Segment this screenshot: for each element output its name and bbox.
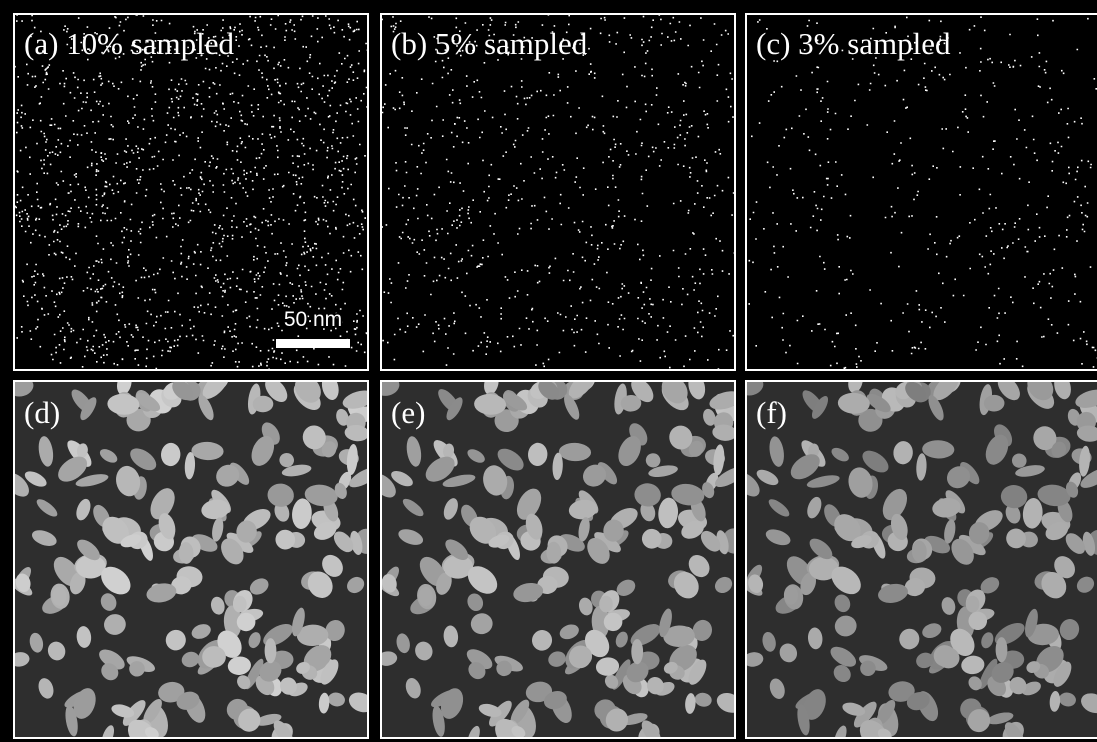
particle (265, 638, 277, 663)
panel (381, 14, 736, 371)
particle (419, 587, 433, 606)
panel-background (746, 14, 1097, 370)
panel-background (381, 14, 735, 370)
panel (746, 14, 1097, 371)
particle (52, 587, 66, 606)
figure: (a) 10% sampled (b) 5% sampled (c) 3% samp… (0, 0, 1097, 742)
panel-label: (d) (24, 395, 60, 430)
particle (996, 637, 1008, 662)
particle (784, 586, 798, 605)
scale-bar (276, 339, 350, 348)
particle (631, 639, 643, 664)
panel-label: (e) (391, 395, 425, 430)
particle (966, 596, 980, 613)
particle (233, 596, 247, 613)
panel-label: (b) 5% sampled (391, 26, 588, 61)
scale-bar-label: 50 nm (284, 308, 342, 331)
particle (599, 596, 613, 613)
panel-label: (f) (756, 395, 787, 430)
panel-label: (a) 10% sampled (24, 26, 235, 61)
page: {"panels": [ {"label": "(a) 10% sampled"… (0, 0, 1097, 742)
panel-label: (c) 3% sampled (756, 26, 951, 61)
